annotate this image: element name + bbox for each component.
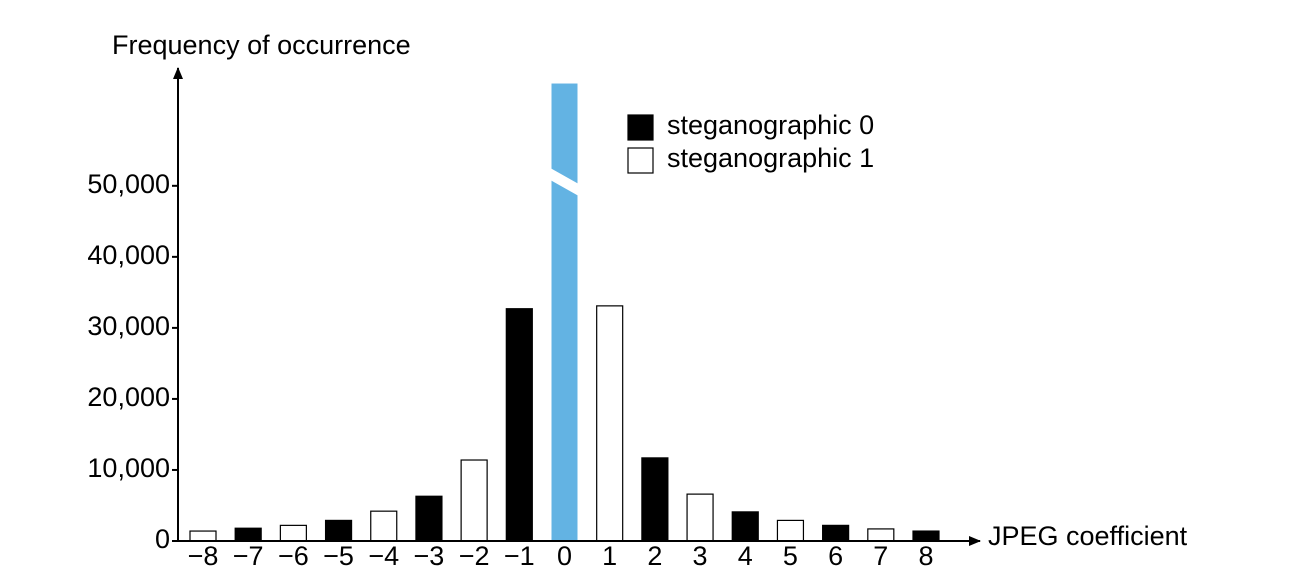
bar <box>822 524 850 542</box>
bar <box>324 519 353 542</box>
x-tick-label: 6 <box>828 541 843 571</box>
bar <box>234 527 262 542</box>
x-tick-label: 4 <box>738 541 753 571</box>
x-tick-label: 7 <box>873 541 888 571</box>
bar <box>370 510 398 542</box>
axis-break <box>548 167 581 197</box>
y-tick-label: 40,000 <box>87 240 170 270</box>
x-tick-label: 0 <box>557 541 572 571</box>
y-tick-label: 30,000 <box>87 311 170 341</box>
x-tick-label: −8 <box>188 541 219 571</box>
y-tick-label: 50,000 <box>87 169 170 199</box>
x-tick-label: −2 <box>459 541 490 571</box>
x-tick-label: 2 <box>647 541 662 571</box>
bar <box>731 511 759 542</box>
bar <box>505 308 533 542</box>
x-tick-label: −6 <box>278 541 309 571</box>
x-tick-label: 5 <box>783 541 798 571</box>
y-tick-label: 20,000 <box>87 382 170 412</box>
legend-label: steganographic 0 <box>667 110 874 140</box>
bar <box>912 530 940 542</box>
x-tick-label: 8 <box>918 541 933 571</box>
bar <box>460 459 488 542</box>
bar <box>279 524 307 542</box>
bar <box>686 493 714 542</box>
x-tick-label: 1 <box>602 541 617 571</box>
plot <box>189 83 940 542</box>
x-tick-label: −4 <box>368 541 399 571</box>
x-tick-label: −7 <box>233 541 264 571</box>
bar <box>867 528 895 542</box>
bar <box>776 519 805 542</box>
bar <box>551 83 578 542</box>
x-tick-label: −3 <box>414 541 445 571</box>
legend-swatch <box>627 114 654 141</box>
bar <box>415 495 443 542</box>
x-axis-label: JPEG coefficient <box>988 521 1188 551</box>
y-axis-label: Frequency of occurrence <box>112 30 411 60</box>
x-tick-label: −5 <box>323 541 354 571</box>
x-tick-label: 3 <box>693 541 708 571</box>
bar <box>596 305 624 542</box>
y-tick-label: 0 <box>155 524 170 554</box>
legend-label: steganographic 1 <box>667 143 874 173</box>
legend-swatch <box>627 147 654 174</box>
y-tick-label: 10,000 <box>87 453 170 483</box>
bar <box>189 530 217 542</box>
bar <box>641 457 669 542</box>
x-tick-label: −1 <box>504 541 535 571</box>
